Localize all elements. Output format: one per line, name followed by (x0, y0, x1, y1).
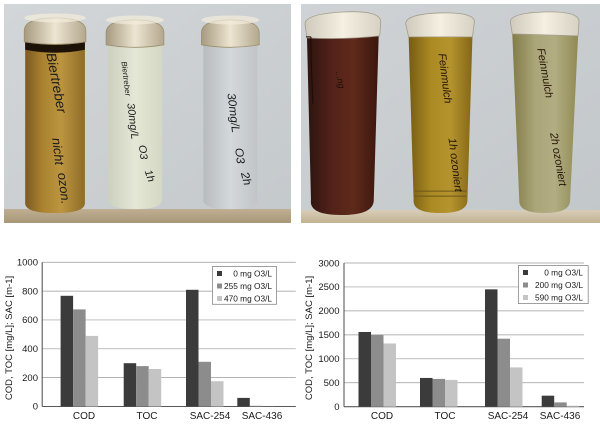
svg-text:1000: 1000 (318, 354, 339, 365)
svg-text:470 mg O3/L: 470 mg O3/L (224, 294, 272, 304)
svg-text:SAC-254: SAC-254 (190, 411, 231, 422)
svg-text:COD: COD (73, 411, 95, 422)
svg-text:SAC-254: SAC-254 (488, 411, 529, 422)
svg-text:O3: O3 (232, 147, 247, 165)
svg-text:COD, TOC [mg/L]; SAC [m-1]: COD, TOC [mg/L]; SAC [m-1] (304, 276, 315, 400)
svg-text:0 mg O3/L: 0 mg O3/L (544, 268, 583, 278)
svg-text:SAC-436: SAC-436 (242, 411, 283, 422)
svg-text:TOC: TOC (435, 411, 456, 422)
svg-text:SAC-436: SAC-436 (540, 411, 581, 422)
svg-text:500: 500 (324, 378, 340, 389)
svg-text:3000: 3000 (318, 258, 339, 269)
svg-text:600: 600 (22, 315, 38, 326)
svg-text:255 mg O3/L: 255 mg O3/L (224, 281, 272, 291)
svg-text:400: 400 (22, 344, 38, 355)
svg-text:O3: O3 (136, 144, 149, 160)
svg-text:0: 0 (334, 402, 339, 413)
svg-text:COD: COD (371, 411, 393, 422)
svg-text:590 mg O3/L: 590 mg O3/L (535, 293, 583, 303)
svg-text:1000: 1000 (17, 258, 38, 269)
svg-text:200 mg O3/L: 200 mg O3/L (535, 280, 583, 290)
svg-text:1500: 1500 (318, 330, 339, 341)
svg-text:800: 800 (22, 286, 38, 297)
svg-text:2500: 2500 (318, 282, 339, 293)
svg-text:TOC: TOC (137, 411, 158, 422)
svg-text:2000: 2000 (318, 306, 339, 317)
svg-text:200: 200 (22, 373, 38, 384)
svg-text:0 mg O3/L: 0 mg O3/L (233, 269, 272, 279)
svg-text:COD, TOC [mg/L]; SAC [m-1]: COD, TOC [mg/L]; SAC [m-1] (4, 276, 15, 400)
svg-text:0: 0 (33, 402, 38, 413)
